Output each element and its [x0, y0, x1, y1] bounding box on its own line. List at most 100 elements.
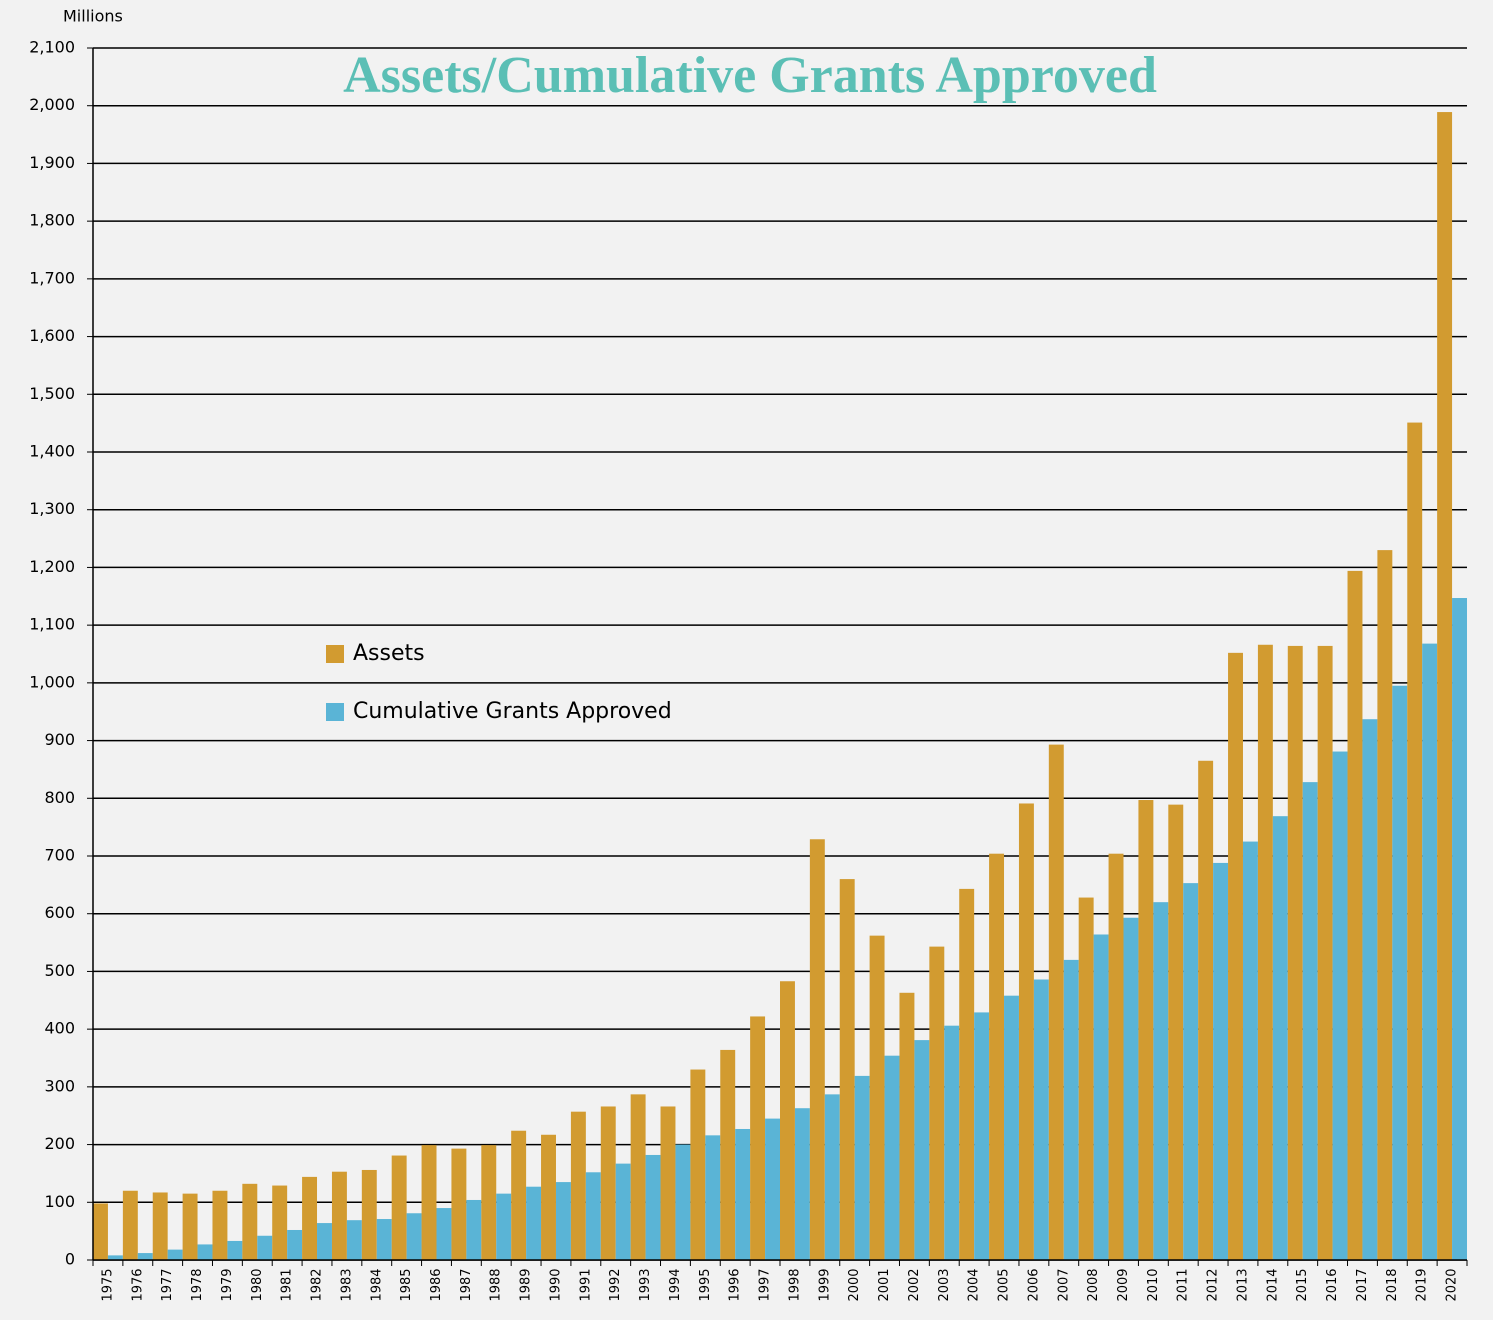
bar [944, 1025, 960, 1260]
bar [1407, 422, 1423, 1261]
x-tick-label: 1975 [100, 1268, 115, 1301]
bar [1347, 570, 1363, 1260]
bar [511, 1130, 527, 1260]
x-tick-label: 2017 [1355, 1268, 1370, 1301]
bar [675, 1144, 691, 1260]
bar [1153, 902, 1169, 1260]
x-tick-label: 2009 [1116, 1268, 1131, 1301]
bar [1242, 841, 1258, 1260]
y-tick-label: 500 [44, 961, 75, 980]
bar [227, 1240, 243, 1260]
bar [1257, 644, 1273, 1260]
bar [630, 1094, 646, 1260]
bar [1228, 652, 1243, 1260]
bar [1377, 550, 1393, 1260]
bar [869, 935, 885, 1260]
legend-label: Cumulative Grants Approved [353, 699, 672, 724]
y-tick-label: 800 [44, 788, 75, 807]
y-tick-label: 1,800 [29, 211, 75, 230]
bar [93, 1203, 108, 1260]
bar [361, 1169, 377, 1260]
bar [1093, 934, 1109, 1260]
bar [436, 1208, 452, 1260]
legend-label: Assets [353, 641, 425, 666]
x-tick-label: 2000 [847, 1268, 862, 1301]
x-tick-label: 2011 [1176, 1268, 1191, 1301]
bar [1317, 645, 1333, 1260]
bar [287, 1229, 303, 1260]
y-tick-label: 100 [44, 1192, 75, 1211]
x-tick-label: 1991 [578, 1268, 593, 1301]
x-tick-label: 2008 [1086, 1268, 1101, 1301]
bar [1452, 598, 1467, 1260]
bar [809, 839, 825, 1260]
bar [152, 1192, 168, 1260]
bar [1033, 979, 1049, 1260]
y-tick-label: 1,900 [29, 153, 75, 172]
bar [1287, 645, 1303, 1260]
y-axis-label: Millions [63, 7, 123, 26]
bar [1422, 643, 1438, 1260]
legend-swatch [326, 703, 344, 721]
bar [1332, 751, 1348, 1260]
x-tick-label: 2007 [1056, 1268, 1071, 1301]
chart-title: Assets/Cumulative Grants Approved [343, 47, 1157, 104]
x-tick-label: 2001 [877, 1268, 892, 1301]
y-tick-label: 1,500 [29, 384, 75, 403]
bar [107, 1255, 123, 1260]
x-tick-label: 1988 [489, 1268, 504, 1301]
x-tick-label: 1992 [608, 1268, 623, 1301]
x-tick-label: 2019 [1415, 1268, 1430, 1301]
bar [750, 1016, 766, 1260]
x-tick-label: 2010 [1146, 1268, 1161, 1301]
bar [1272, 816, 1288, 1260]
y-tick-label: 1,100 [29, 615, 75, 634]
x-tick-label: 1994 [668, 1268, 683, 1301]
bar [1108, 853, 1124, 1260]
x-tick-label: 1983 [339, 1268, 354, 1301]
x-tick-label: 1977 [160, 1268, 175, 1301]
bar [257, 1235, 273, 1260]
bar [421, 1145, 437, 1260]
bar [585, 1172, 601, 1260]
x-tick-label: 1987 [459, 1268, 474, 1301]
bar [690, 1069, 706, 1260]
x-tick-label: 2014 [1265, 1268, 1280, 1301]
x-tick-label: 1978 [190, 1268, 205, 1301]
bar [735, 1128, 751, 1260]
y-tick-label: 0 [65, 1250, 75, 1269]
y-tick-label: 2,100 [29, 38, 75, 57]
x-tick-label: 2015 [1295, 1268, 1310, 1301]
bar [197, 1244, 213, 1260]
x-tick-label: 2016 [1325, 1268, 1340, 1301]
y-tick-label: 2,000 [29, 95, 75, 114]
x-tick-label: 1999 [817, 1268, 832, 1301]
x-tick-label: 1984 [369, 1268, 384, 1301]
x-tick-label: 2002 [907, 1268, 922, 1301]
bar [331, 1171, 347, 1260]
bar [1123, 917, 1139, 1260]
bar [824, 1094, 840, 1260]
x-tick-label: 1990 [548, 1268, 563, 1301]
x-tick-label: 1995 [698, 1268, 713, 1301]
bar [317, 1223, 332, 1260]
bar [974, 1012, 990, 1260]
x-tick-label: 1981 [280, 1268, 295, 1301]
x-tick-label: 1979 [220, 1268, 235, 1301]
bar [1138, 800, 1154, 1260]
bar [959, 888, 975, 1260]
bar [1018, 803, 1034, 1260]
y-tick-label: 1,200 [29, 557, 75, 576]
bar [496, 1193, 512, 1260]
bar [167, 1249, 183, 1260]
bar [615, 1163, 631, 1260]
x-tick-label: 2020 [1445, 1268, 1460, 1301]
x-tick-label: 2003 [937, 1268, 952, 1301]
bar [137, 1253, 153, 1260]
bar [1392, 685, 1408, 1260]
bar [1078, 897, 1094, 1260]
bar [600, 1106, 616, 1260]
y-tick-label: 1,600 [29, 326, 75, 345]
bar [1302, 782, 1318, 1260]
